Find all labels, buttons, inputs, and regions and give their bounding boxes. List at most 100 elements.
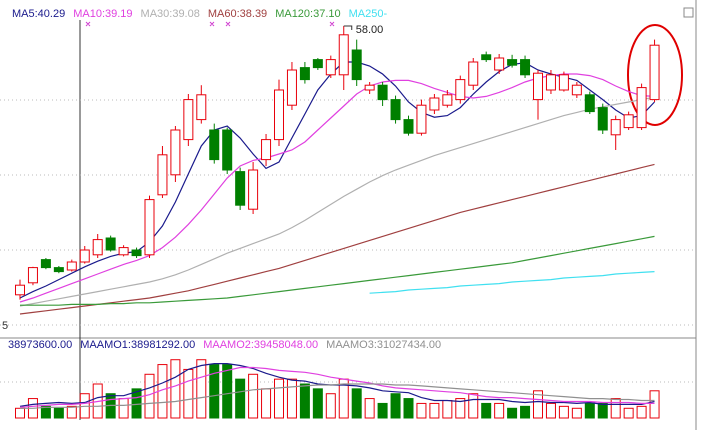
marker-crosses — [85, 21, 335, 27]
volume-bar — [520, 405, 531, 419]
volume-bar — [40, 405, 51, 419]
candle-body — [325, 59, 336, 76]
volume-bar — [53, 407, 64, 419]
volume-bar — [584, 402, 595, 419]
volume-bar — [351, 388, 362, 419]
volume-bar — [390, 393, 401, 419]
candle-body — [442, 94, 453, 106]
ma-line — [20, 383, 655, 409]
candle-body — [597, 107, 608, 131]
volume-bar — [455, 398, 466, 419]
corner-label: 5 — [2, 320, 8, 332]
volume-bar — [196, 359, 207, 419]
volume-bar — [118, 398, 129, 419]
ma-line — [19, 163, 655, 315]
candle-body — [261, 139, 272, 161]
volume-bar — [183, 368, 194, 419]
candle-body — [27, 267, 38, 284]
candle-body — [429, 97, 440, 111]
ma-line — [19, 366, 655, 408]
candle-body — [623, 114, 634, 129]
candle-body — [481, 54, 492, 61]
legend-entry: MA30:39.08 — [141, 8, 200, 20]
ma-line — [19, 96, 655, 307]
window-icon[interactable] — [683, 7, 694, 18]
volume-bar — [144, 373, 155, 419]
volume-bar — [468, 393, 479, 419]
volume-bar — [416, 402, 427, 419]
candle-body — [455, 79, 466, 101]
candle-body — [571, 84, 582, 96]
candle-body — [299, 67, 310, 81]
legend-entry: MA10:39.19 — [73, 8, 132, 20]
candle-body — [209, 129, 220, 161]
volume-bar — [597, 402, 608, 419]
volume-bar — [442, 400, 453, 419]
volume-bar — [15, 407, 25, 419]
volume-bar — [274, 378, 284, 419]
candle-body — [66, 261, 77, 271]
volume-bar — [533, 390, 543, 419]
volume-bar — [325, 393, 336, 419]
candle-body — [53, 267, 64, 273]
volume-bar — [248, 373, 259, 419]
annotation: 58.00 — [356, 24, 384, 36]
candle-body — [40, 259, 51, 269]
candle-body — [558, 74, 569, 91]
volume-bar — [403, 398, 414, 419]
candle-body — [416, 104, 427, 134]
candle-body — [338, 34, 349, 76]
volume-bar — [429, 402, 440, 419]
volume-bar — [558, 405, 569, 419]
volume-bar — [481, 402, 492, 419]
volume-value: 38973600.00 — [8, 339, 72, 351]
candle-body — [92, 239, 103, 256]
candle-body — [144, 199, 155, 256]
candle-body — [468, 61, 479, 86]
candle-body — [649, 44, 660, 101]
candle-body — [494, 57, 505, 71]
volume-bar — [649, 390, 660, 419]
volume-bar — [261, 388, 272, 419]
legend-entry: MA60:38.39 — [208, 8, 267, 20]
candle-body — [364, 84, 375, 91]
volume-bar — [494, 402, 505, 419]
volume-bar — [623, 407, 634, 419]
volume-bar — [507, 407, 518, 419]
candle-body — [584, 94, 595, 113]
candle-body — [222, 129, 233, 171]
volume-bar — [377, 402, 388, 419]
candle-body — [390, 99, 401, 121]
volume-bar — [545, 402, 556, 419]
volume-bar — [222, 364, 233, 419]
candle-body — [118, 247, 129, 256]
volume-bar — [131, 388, 142, 419]
legend-entry: MAAMO2:39458048.00 — [203, 339, 318, 351]
candle-body — [274, 89, 284, 141]
candle-body — [377, 84, 388, 101]
volume-bar — [571, 407, 582, 419]
candle-body — [351, 49, 362, 81]
volume-bar — [299, 383, 310, 419]
volume-bar — [235, 378, 246, 419]
ma-line — [20, 235, 655, 306]
volume-bar — [66, 405, 77, 419]
candle-body — [235, 171, 246, 206]
legend-entry: MAAMO1:38981292.00 — [80, 339, 195, 351]
candle-body — [248, 169, 259, 210]
candle-body — [157, 154, 168, 196]
candle-body — [507, 59, 518, 66]
candle-body — [183, 99, 194, 141]
candle-body — [196, 94, 207, 121]
highlight-ellipse — [627, 24, 683, 126]
candle-body — [15, 284, 25, 296]
volume-bar — [312, 388, 323, 419]
volume-bar — [364, 398, 375, 419]
volume-bar — [636, 405, 647, 419]
candle-body — [105, 237, 116, 251]
volume-bar — [286, 378, 297, 419]
volume-bar — [209, 364, 220, 419]
candle-body — [403, 119, 414, 134]
candle-body — [131, 249, 142, 257]
